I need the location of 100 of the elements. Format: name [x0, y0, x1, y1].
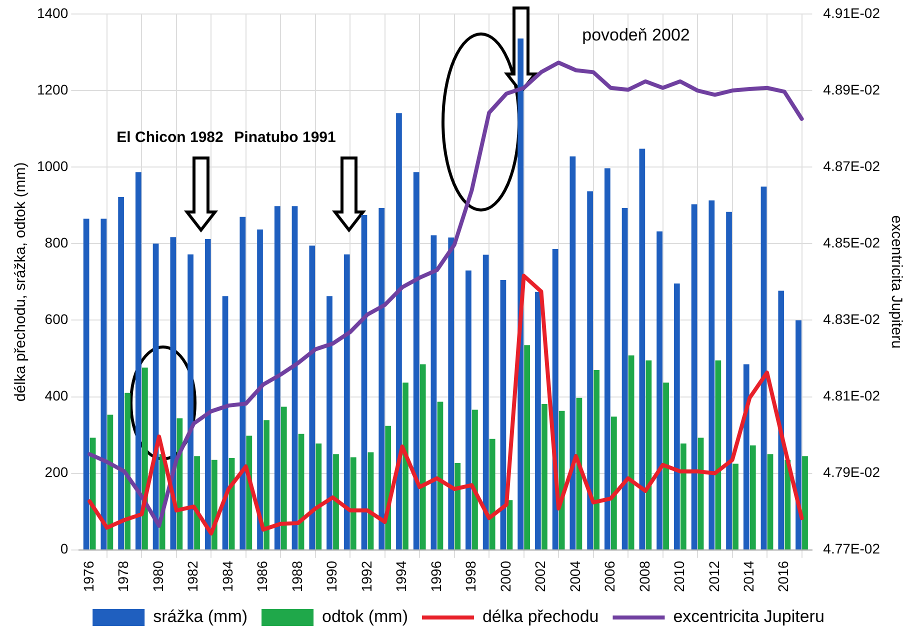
annotation: Pinatubo 1991 [234, 129, 336, 146]
y-tick-label: 400 [44, 388, 68, 404]
x-tick-label: 1978 [115, 560, 132, 592]
x-tick-label: 2008 [636, 560, 652, 592]
bar [743, 364, 750, 550]
x-tick-label: 1980 [150, 560, 166, 592]
y-tick-label: 1200 [36, 81, 68, 98]
y-tick-label: 200 [44, 464, 68, 480]
bar [292, 206, 298, 550]
x-tick-label: 1994 [393, 560, 410, 592]
x-tick-label: 1984 [219, 560, 236, 592]
bar [558, 410, 565, 550]
bar [448, 238, 454, 550]
y2-tick-label: 4.83E-02 [823, 311, 880, 328]
bar [204, 239, 211, 550]
y-tick-label: 1000 [36, 158, 68, 174]
x-tick-label: 1976 [80, 560, 96, 592]
bar [100, 218, 107, 550]
bar [506, 500, 513, 550]
bar [188, 254, 194, 550]
bar [604, 168, 610, 550]
bar [466, 270, 472, 550]
bar [656, 231, 662, 550]
bar [691, 204, 698, 550]
y2-tick-label: 4.85E-02 [823, 234, 880, 251]
x-tick-label: 2014 [740, 560, 757, 592]
x-tick-label: 1982 [184, 560, 201, 592]
x-tick-label: 1990 [324, 560, 340, 592]
bar [767, 454, 774, 550]
bar [124, 392, 130, 550]
x-tick-label: 1986 [254, 560, 270, 592]
x-tick-label: 2004 [566, 560, 583, 592]
x-tick-label: 2012 [706, 560, 722, 592]
y-tick-label: 1400 [36, 4, 68, 21]
bar [587, 191, 593, 550]
x-tick-label: 2006 [602, 560, 618, 592]
bar [646, 360, 652, 550]
bar [663, 382, 669, 550]
y2-tick-label: 4.87E-02 [823, 158, 880, 174]
bar [430, 235, 437, 550]
bar [639, 148, 646, 550]
bar [454, 462, 461, 550]
y-axis-title: délka přechodu, srážka, odtok (mm) [12, 162, 30, 402]
x-tick-label: 2002 [532, 560, 548, 592]
y2-tick-label: 4.91E-02 [823, 4, 880, 21]
bar [760, 186, 767, 550]
bar [280, 406, 287, 550]
bar [500, 280, 506, 550]
x-tick-label: 2010 [671, 560, 688, 592]
bar [344, 254, 350, 550]
bar [518, 38, 524, 550]
legend-label: srážka (mm) [153, 607, 248, 626]
bar [361, 214, 368, 550]
bar [420, 364, 426, 550]
bar [135, 172, 142, 550]
bar [750, 445, 756, 550]
legend-label: odtok (mm) [322, 607, 408, 626]
y-tick-label: 0 [60, 540, 68, 557]
bar [396, 113, 402, 550]
bar [437, 402, 444, 550]
bar [708, 200, 715, 550]
annotation: povodeň 2002 [582, 26, 690, 45]
x-tick-label: 1996 [428, 560, 444, 592]
bar [535, 292, 541, 550]
bar [489, 438, 496, 550]
bar [274, 206, 280, 550]
x-tick-label: 1988 [288, 560, 305, 592]
x-tick-label: 2000 [497, 560, 514, 592]
bar [298, 434, 304, 550]
bar [698, 438, 704, 550]
bar [726, 212, 732, 550]
x-tick-label: 2016 [775, 560, 792, 592]
bar [778, 290, 784, 550]
bar [333, 454, 339, 550]
bar [170, 237, 176, 550]
bar [802, 456, 808, 550]
bar [796, 320, 802, 550]
x-tick-label: 1992 [358, 560, 374, 592]
bar [194, 456, 200, 550]
bar [118, 196, 124, 550]
bar [482, 254, 489, 550]
bar [472, 410, 478, 550]
bar [715, 360, 722, 550]
bar [378, 208, 385, 550]
y2-tick-label: 4.81E-02 [823, 388, 880, 404]
bar [257, 229, 263, 550]
bar [350, 457, 356, 550]
bar [240, 216, 246, 550]
bar [524, 345, 530, 550]
y2-tick-label: 4.79E-02 [823, 464, 880, 480]
annotation: El Chicon 1982 [116, 129, 224, 146]
bar [674, 283, 680, 550]
x-tick-label: 1998 [462, 560, 479, 592]
bar [594, 370, 600, 550]
bar [413, 172, 420, 550]
bar [611, 416, 617, 550]
bar [309, 246, 316, 550]
bar [628, 355, 634, 550]
bar [326, 296, 332, 550]
bar [402, 382, 408, 550]
